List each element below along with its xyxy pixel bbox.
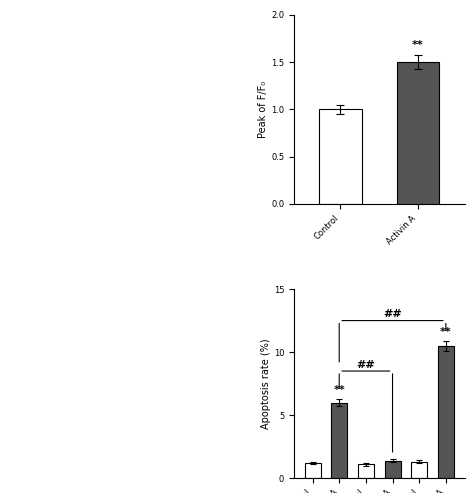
Bar bbox=[411, 462, 427, 478]
Text: ##: ## bbox=[383, 309, 402, 319]
Y-axis label: Peak of F/F₀: Peak of F/F₀ bbox=[258, 81, 268, 138]
Y-axis label: Apoptosis rate (%): Apoptosis rate (%) bbox=[261, 338, 271, 429]
Bar bbox=[397, 62, 439, 204]
Bar bbox=[438, 346, 454, 478]
Text: ##: ## bbox=[356, 360, 375, 370]
Text: **: ** bbox=[333, 385, 345, 395]
Bar bbox=[319, 109, 362, 204]
Bar bbox=[358, 464, 374, 478]
Bar bbox=[331, 403, 347, 478]
Bar bbox=[384, 460, 401, 478]
Bar bbox=[304, 463, 320, 478]
Text: **: ** bbox=[412, 40, 424, 50]
Text: **: ** bbox=[440, 327, 452, 337]
